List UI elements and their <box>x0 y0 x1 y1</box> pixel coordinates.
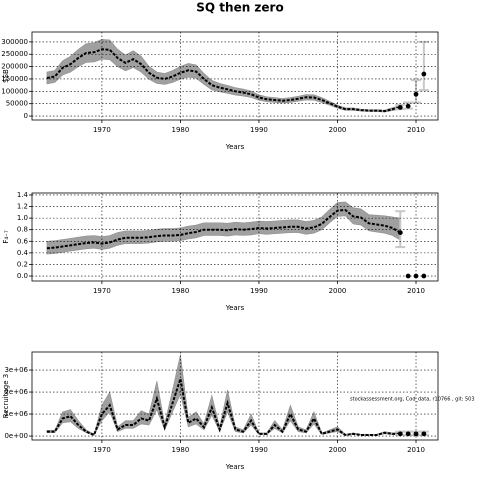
x-tick-label: 1970 <box>93 126 111 134</box>
projection-point <box>421 273 427 279</box>
x-tick-label: 1980 <box>172 126 190 134</box>
confidence-band <box>46 39 401 113</box>
axes-frame <box>31 351 439 441</box>
projection-point <box>413 91 419 97</box>
estimate-line <box>46 378 401 437</box>
x-tick-label: 2010 <box>407 446 425 454</box>
chart-title: SQ then zero <box>196 1 283 15</box>
y-tick-label: 0.6 <box>17 237 29 245</box>
y-tick-label: 0.0 <box>17 272 28 280</box>
projection-point <box>397 104 403 110</box>
y-tick-label: 200000 <box>1 63 28 71</box>
y-tick-label: 0.8 <box>17 226 28 234</box>
plot-area <box>46 201 427 279</box>
x-tick-label: 1970 <box>93 446 111 454</box>
confidence-band <box>46 201 401 255</box>
annotation: stockassessment.org, Cod_data, r10766 , … <box>350 397 475 403</box>
y-axis-label: Recruitage 3 <box>2 374 10 418</box>
projection-point <box>405 103 411 109</box>
y-tick-label: 1.4 <box>17 191 29 199</box>
y-axis-label: F₄₋₇ <box>2 230 10 244</box>
y-tick-label: 3e+06 <box>4 366 28 374</box>
x-tick-label: 2000 <box>329 126 347 134</box>
y-tick-label: 1.2 <box>17 203 28 211</box>
projection-point <box>397 431 403 437</box>
x-tick-label: 1990 <box>250 126 268 134</box>
y-tick-label: 0.2 <box>17 260 28 268</box>
y-tick-label: 150000 <box>1 75 28 83</box>
x-tick-label: 1990 <box>250 287 268 295</box>
y-tick-label: 0e+00 <box>4 432 28 440</box>
x-tick-label: 1970 <box>93 287 111 295</box>
y-tick-label: 1.0 <box>17 214 28 222</box>
y-axis-label: SSB <box>2 69 10 83</box>
y-tick-label: 1e+06 <box>4 410 28 418</box>
x-axis-label: Years <box>225 463 245 471</box>
x-axis-label: Years <box>225 304 245 312</box>
x-tick-label: 1980 <box>172 446 190 454</box>
y-tick-label: 2e+06 <box>4 388 28 396</box>
y-tick-label: 0 <box>24 112 28 120</box>
estimate-line <box>46 208 401 250</box>
estimate-line <box>46 48 401 113</box>
projection-point <box>405 273 411 279</box>
x-tick-label: 1990 <box>250 446 268 454</box>
y-tick-label: 0.4 <box>17 249 29 257</box>
axes-frame <box>31 31 439 121</box>
x-tick-label: 2000 <box>329 446 347 454</box>
projection-point <box>421 71 427 77</box>
plot-area <box>46 39 429 113</box>
x-tick-label: 2010 <box>407 126 425 134</box>
projection-point <box>413 273 419 279</box>
x-axis-label: Years <box>225 143 245 151</box>
y-tick-label: 300000 <box>1 38 28 46</box>
y-tick-label: 250000 <box>1 50 28 58</box>
projection-point <box>397 230 403 236</box>
x-tick-label: 2010 <box>407 287 425 295</box>
projection-point <box>421 431 427 437</box>
y-tick-label: 100000 <box>1 87 28 95</box>
x-tick-label: 1980 <box>172 287 190 295</box>
confidence-band <box>46 354 401 436</box>
y-tick-label: 50000 <box>6 100 28 108</box>
projection-point <box>405 431 411 437</box>
axes-frame <box>31 192 439 282</box>
plot-area <box>46 354 429 437</box>
x-tick-label: 2000 <box>329 287 347 295</box>
